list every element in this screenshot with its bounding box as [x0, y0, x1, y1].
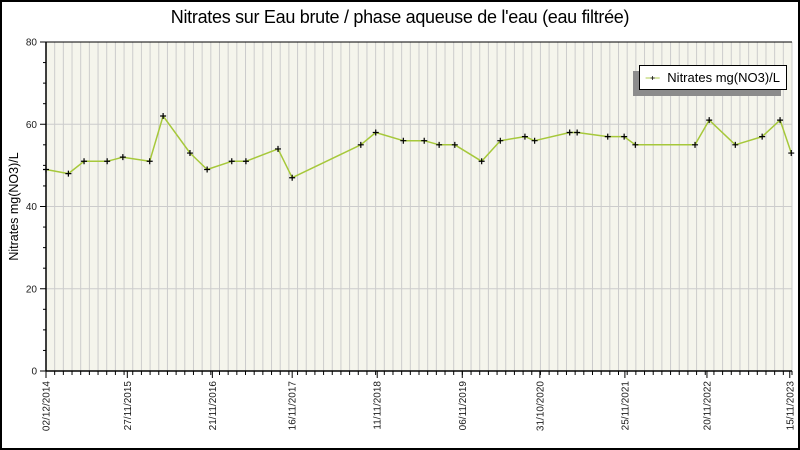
data-point-marker	[357, 141, 364, 148]
data-point-marker	[788, 150, 795, 157]
data-point-marker	[186, 150, 193, 157]
x-tick-label: 06/11/2019	[458, 381, 469, 431]
data-point-marker	[531, 137, 538, 144]
x-tick-label: 25/11/2021	[620, 381, 631, 431]
data-point-marker	[604, 133, 611, 140]
x-tick-label: 15/11/2023	[785, 381, 796, 431]
data-point-marker	[574, 129, 581, 136]
data-point-marker	[146, 158, 153, 165]
data-point-marker	[566, 129, 573, 136]
x-tick-label: 27/11/2015	[123, 381, 134, 431]
data-line	[45, 115, 793, 179]
data-point-marker	[119, 154, 126, 161]
data-point-marker	[521, 133, 528, 140]
data-point-marker	[421, 137, 428, 144]
legend-plus-marker-icon	[650, 75, 655, 80]
data-point-marker	[706, 117, 713, 124]
x-tick-label: 20/11/2022	[702, 381, 713, 431]
legend-series-marker-icon	[645, 75, 660, 80]
data-point-marker	[43, 166, 49, 173]
data-point-marker	[160, 113, 167, 120]
legend-label: Nitrates mg(NO3)/L	[667, 70, 780, 85]
data-point-marker	[732, 141, 739, 148]
data-point-marker	[759, 133, 766, 140]
data-point-marker	[777, 117, 784, 124]
data-point-marker	[242, 158, 249, 165]
data-point-marker	[478, 158, 485, 165]
data-point-marker	[275, 145, 282, 152]
x-tick-label: 31/10/2020	[535, 381, 546, 431]
data-point-marker	[104, 158, 111, 165]
data-point-marker	[632, 141, 639, 148]
data-point-marker	[289, 174, 296, 181]
data-point-marker	[621, 133, 628, 140]
data-point-marker	[228, 158, 235, 165]
y-tick-label: 20	[26, 284, 38, 295]
data-point-marker	[65, 170, 72, 177]
y-tick-label: 40	[26, 202, 38, 213]
x-tick-label: 02/12/2014	[42, 381, 53, 431]
legend-box: Nitrates mg(NO3)/L	[639, 65, 787, 90]
x-tick-label: 21/11/2016	[208, 381, 219, 431]
data-point-marker	[692, 141, 699, 148]
y-axis-title: Nitrates mg(NO3)/L	[7, 152, 21, 260]
y-tick-label: 80	[26, 38, 38, 49]
x-tick-label: 11/11/2018	[373, 381, 384, 430]
data-point-marker	[81, 158, 88, 165]
data-point-marker	[436, 141, 443, 148]
data-point-marker	[372, 129, 379, 136]
y-tick-label: 60	[26, 120, 38, 131]
data-point-marker	[451, 141, 458, 148]
data-point-marker	[400, 137, 407, 144]
data-point-marker	[497, 137, 504, 144]
y-tick-label: 0	[31, 367, 37, 378]
x-tick-label: 16/11/2017	[288, 381, 299, 431]
chart-title: Nitrates sur Eau brute / phase aqueuse d…	[170, 7, 630, 27]
data-point-marker	[204, 166, 211, 173]
